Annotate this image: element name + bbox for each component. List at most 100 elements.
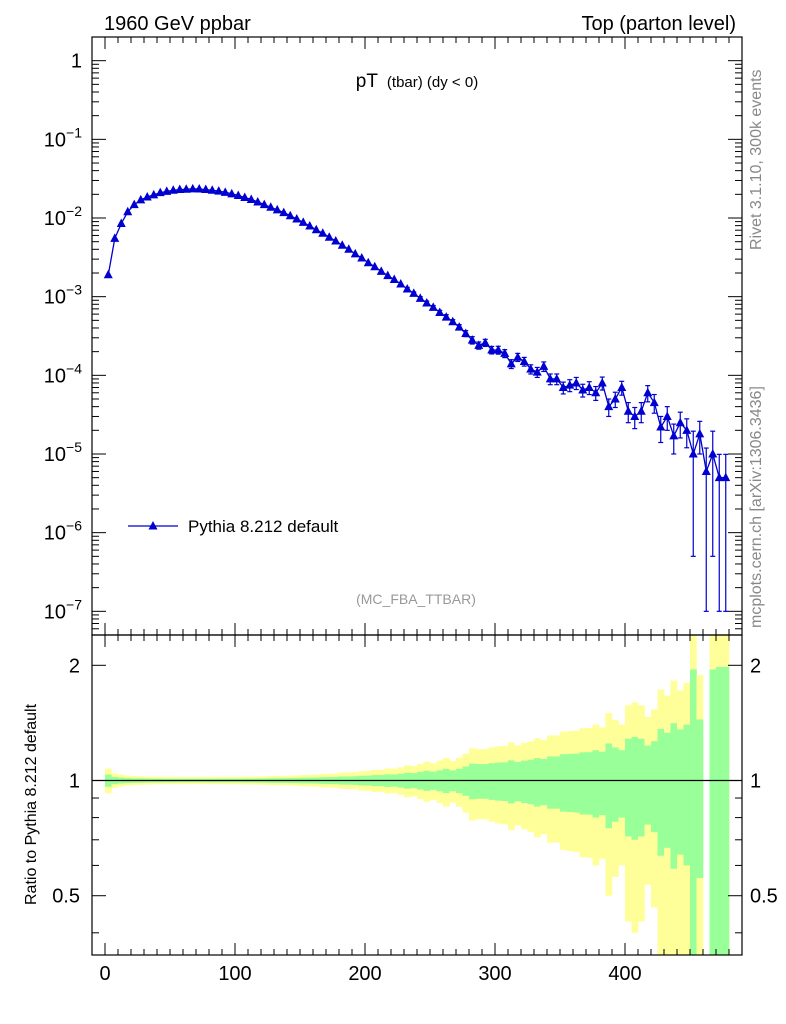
ratio-band-1sigma <box>631 736 639 840</box>
data-point <box>181 184 191 193</box>
data-point <box>370 261 380 271</box>
data-point <box>246 194 256 203</box>
ratio-y-tick-label-right: 1 <box>750 771 761 793</box>
data-point <box>168 185 178 194</box>
data-point <box>201 184 211 194</box>
axes: 0 100 200 300 400110−110−210−310−410−510−610… <box>44 36 778 985</box>
data-point <box>435 307 445 316</box>
data-point <box>584 382 594 392</box>
data-point <box>623 406 633 415</box>
data-point <box>662 411 672 420</box>
ratio-y-tick-label-right: 2 <box>750 655 761 677</box>
ratio-band-1sigma <box>618 750 626 818</box>
ratio-band-1sigma <box>553 756 561 809</box>
data-point <box>701 466 711 475</box>
ratio-band-1sigma <box>488 763 496 800</box>
data-point <box>610 394 620 403</box>
ratio-band-1sigma <box>605 743 613 829</box>
data-point <box>298 217 308 226</box>
data-point <box>708 448 718 458</box>
data-point <box>415 293 425 302</box>
ratio-band-1sigma <box>696 719 704 879</box>
ratio-band-1sigma <box>573 753 580 813</box>
x-tick-label: 400 <box>608 963 641 985</box>
ratio-band-1sigma <box>508 760 515 804</box>
data-point <box>272 204 282 214</box>
data-point <box>617 382 627 392</box>
ratio-band-1sigma <box>514 761 522 802</box>
data-point <box>344 244 354 253</box>
data-point <box>422 298 432 307</box>
data-point <box>318 228 328 237</box>
data-point <box>149 189 159 199</box>
data-point <box>493 344 503 354</box>
data-point <box>266 202 276 211</box>
data-point <box>565 380 575 389</box>
header-right: Top (parton level) <box>581 13 736 35</box>
data-point <box>513 352 523 361</box>
ratio-band-1sigma <box>560 754 567 812</box>
y-tick-label: 10−7 <box>44 596 82 623</box>
chart-title: pT (tbar) (dy < 0) <box>356 71 478 92</box>
data-point <box>441 312 451 321</box>
ratio-band-1sigma <box>664 732 671 848</box>
data-point <box>220 187 230 196</box>
data-point <box>500 348 510 357</box>
data-point <box>721 472 731 482</box>
data-point <box>337 240 347 249</box>
ratio-band-1sigma <box>475 764 483 799</box>
data-point <box>123 206 133 216</box>
ratio-band-1sigma <box>566 753 574 813</box>
data-point <box>285 210 295 220</box>
data-point <box>643 387 653 397</box>
x-tick-label: 100 <box>218 963 251 985</box>
data-point <box>279 207 289 217</box>
data-point <box>376 266 386 275</box>
y-tick-label: 10−2 <box>44 203 82 230</box>
data-point <box>116 218 126 228</box>
ratio-bands <box>92 635 742 955</box>
ratio-y-tick-label: 2 <box>69 655 80 677</box>
data-point <box>188 183 198 193</box>
ratio-band-1sigma <box>625 738 632 837</box>
data-point <box>175 184 185 194</box>
data-point <box>396 278 406 288</box>
data-point <box>526 364 536 373</box>
data-point <box>350 248 360 258</box>
data-point <box>305 221 315 230</box>
data-point <box>129 199 139 209</box>
ratio-band-1sigma <box>527 759 535 805</box>
data-point <box>454 322 464 331</box>
side-source-label: mcplots.cern.ch [arXiv:1306.3436] <box>748 386 765 628</box>
data-point <box>714 472 724 482</box>
data-point <box>487 344 497 354</box>
data-point <box>194 183 204 193</box>
data-point <box>539 361 549 370</box>
ratio-band-1sigma <box>709 669 717 955</box>
data-point <box>324 232 334 241</box>
main-frame <box>91 36 743 636</box>
ratio-band-1sigma <box>690 669 697 955</box>
data-point <box>311 224 321 234</box>
data-point <box>688 448 698 458</box>
data-point <box>357 253 367 262</box>
x-tick-label: 200 <box>348 963 381 985</box>
y-tick-label: 10−1 <box>44 124 82 151</box>
data-point <box>233 190 243 200</box>
data-point <box>636 406 646 415</box>
data-point <box>409 288 419 297</box>
ratio-band-1sigma <box>638 738 645 837</box>
ratio-band-1sigma <box>677 729 684 855</box>
data-point <box>656 422 666 431</box>
ratio-y-tick-label: 0.5 <box>52 886 80 908</box>
data-point <box>292 214 302 223</box>
y-tick-label: 10−6 <box>44 518 82 545</box>
data-point <box>110 233 120 242</box>
header-left: 1960 GeV ppbar <box>104 13 251 35</box>
series-line <box>107 188 726 479</box>
legend-marker <box>148 521 158 530</box>
ratio-band-1sigma <box>521 760 528 804</box>
data-point <box>214 186 224 195</box>
ratio-band-1sigma <box>534 758 541 807</box>
